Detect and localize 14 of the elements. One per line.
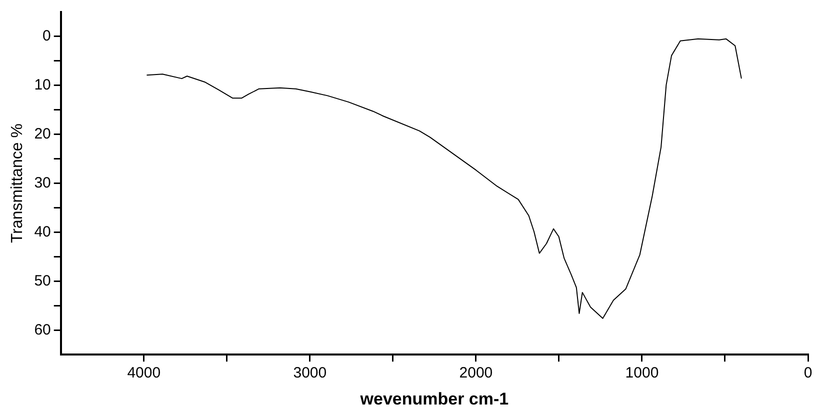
y-tick-label: 50 <box>34 272 51 290</box>
x-tick-label: 1000 <box>625 364 659 382</box>
y-tick-label: 20 <box>34 126 51 142</box>
y-tick-label: 30 <box>34 174 51 192</box>
x-axis-title: wevenumber cm-1 <box>359 389 509 408</box>
x-tick-label: 2000 <box>459 364 493 382</box>
y-axis-title: Transmittance % <box>9 124 26 244</box>
y-tick-label: 60 <box>34 321 51 338</box>
x-tick-label: 3000 <box>293 364 327 382</box>
x-tick-label: 4000 <box>127 364 161 382</box>
y-tick-label: 10 <box>34 76 51 94</box>
y-tick-label: 40 <box>34 223 51 240</box>
x-tick-label: 0 <box>804 364 812 382</box>
y-tick-label: 0 <box>42 28 51 45</box>
